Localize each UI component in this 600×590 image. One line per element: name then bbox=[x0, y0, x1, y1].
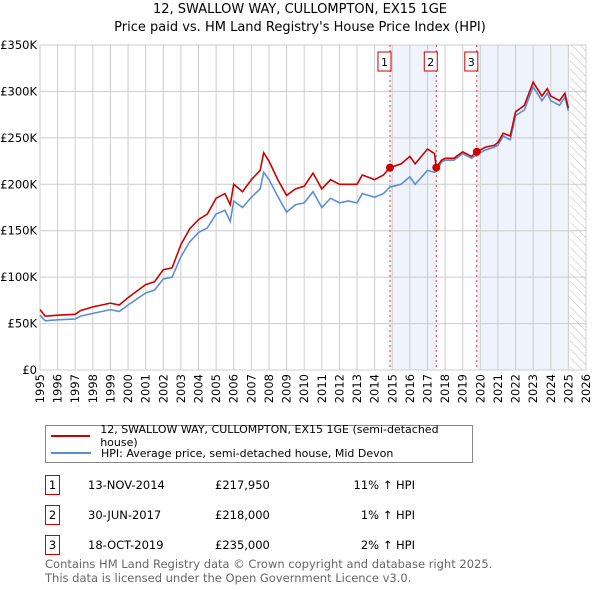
x-tick-label: 2013 bbox=[350, 374, 364, 403]
footer: Contains HM Land Registry data © Crown c… bbox=[45, 557, 492, 585]
transaction-badge: 2 bbox=[45, 505, 60, 525]
y-tick-label: £200K bbox=[0, 177, 37, 191]
transaction-hpi: 2% ↑ HPI bbox=[360, 538, 415, 552]
forecast-hatch bbox=[570, 45, 586, 370]
x-tick-label: 2010 bbox=[297, 374, 311, 403]
x-tick-label: 2006 bbox=[227, 374, 241, 403]
x-tick-label: 2005 bbox=[209, 374, 223, 403]
x-tick-label: 2002 bbox=[156, 374, 170, 403]
transaction-date: 18-OCT-2019 bbox=[88, 538, 164, 552]
legend-red-line bbox=[51, 435, 91, 437]
transaction-date: 13-NOV-2014 bbox=[88, 478, 165, 492]
x-tick-label: 1998 bbox=[86, 374, 100, 403]
x-tick-label: 2016 bbox=[403, 374, 417, 403]
x-tick-label: 2019 bbox=[456, 374, 470, 403]
x-tick-label: 2018 bbox=[438, 374, 452, 403]
sale-point bbox=[432, 163, 441, 172]
x-tick-label: 2015 bbox=[385, 374, 399, 403]
x-tick-label: 2026 bbox=[579, 374, 593, 403]
x-tick-label: 2001 bbox=[139, 374, 153, 403]
x-tick-label: 2008 bbox=[262, 374, 276, 403]
transaction-price: £217,950 bbox=[215, 478, 270, 492]
series-line bbox=[39, 80, 570, 317]
x-tick-label: 2024 bbox=[544, 374, 558, 403]
y-tick-label: £150K bbox=[0, 224, 37, 238]
x-tick-label: 2021 bbox=[491, 374, 505, 403]
legend-red-label: 12, SWALLOW WAY, CULLOMPTON, EX15 1GE (s… bbox=[100, 423, 439, 449]
transaction-row: 2 30-JUN-2017 £218,000 1% ↑ HPI bbox=[45, 505, 445, 525]
sale-point bbox=[385, 163, 394, 172]
x-tick-label: 1997 bbox=[68, 374, 82, 403]
transaction-row: 3 18-OCT-2019 £235,000 2% ↑ HPI bbox=[45, 535, 445, 555]
x-tick-label: 2020 bbox=[473, 374, 487, 403]
chart-subtitle: Price paid vs. HM Land Registry's House … bbox=[114, 20, 486, 35]
x-tick-label: 2025 bbox=[561, 374, 575, 403]
x-tick-label: 2004 bbox=[192, 374, 206, 403]
y-tick-label: £350K bbox=[0, 38, 37, 52]
transaction-hpi: 1% ↑ HPI bbox=[360, 508, 415, 522]
y-tick-label: £100K bbox=[0, 270, 37, 284]
transaction-date: 30-JUN-2017 bbox=[88, 508, 162, 522]
y-tick-label: £250K bbox=[0, 131, 37, 145]
x-tick-label: 2017 bbox=[420, 374, 434, 403]
legend: 12, SWALLOW WAY, CULLOMPTON, EX15 1GE (s… bbox=[45, 423, 473, 463]
shaded-period bbox=[476, 45, 569, 370]
y-tick-label: £300K bbox=[0, 84, 37, 98]
sale-badge bbox=[377, 51, 392, 72]
x-tick-label: 2000 bbox=[121, 374, 135, 403]
plot-frame bbox=[39, 44, 587, 371]
transaction-price: £235,000 bbox=[215, 538, 270, 552]
x-tick-label: 1996 bbox=[51, 374, 65, 403]
legend-blue-label: HPI: Average price, semi-detached house,… bbox=[101, 446, 394, 460]
x-tick-label: 2023 bbox=[526, 374, 540, 403]
footer-line-1: Contains HM Land Registry data © Crown c… bbox=[45, 557, 493, 571]
price-chart: 1995 1996 1997 1998 1999 2000 2001 2002 2003 2004… bbox=[0, 38, 593, 403]
y-tick-label: £0 bbox=[22, 363, 37, 377]
sale-badge-label: 3 bbox=[468, 56, 475, 69]
x-tick-label: 2009 bbox=[280, 374, 294, 403]
shaded-period bbox=[389, 45, 437, 370]
x-tick-label: 2003 bbox=[174, 374, 188, 403]
x-tick-label: 1995 bbox=[33, 374, 47, 403]
sale-point bbox=[472, 147, 481, 156]
x-tick-label: 2007 bbox=[244, 374, 258, 403]
sale-badge bbox=[464, 51, 479, 72]
y-tick-label: £50K bbox=[8, 317, 38, 331]
transaction-hpi: 11% ↑ HPI bbox=[353, 478, 415, 492]
x-tick-label: 2022 bbox=[509, 374, 523, 403]
transaction-row: 1 13-NOV-2014 £217,950 11% ↑ HPI bbox=[45, 475, 445, 495]
x-tick-label: 2011 bbox=[315, 374, 329, 403]
sale-badge-label: 1 bbox=[381, 56, 388, 69]
sale-badge-label: 2 bbox=[427, 56, 434, 69]
series-line bbox=[39, 85, 570, 322]
x-tick-label: 2012 bbox=[332, 374, 346, 403]
transaction-badge: 1 bbox=[45, 475, 60, 495]
legend-blue-line bbox=[51, 452, 91, 454]
transaction-badge: 3 bbox=[45, 535, 60, 555]
footer-line-2: This data is licensed under the Open Gov… bbox=[45, 571, 412, 585]
x-tick-label: 2014 bbox=[368, 374, 382, 403]
transaction-price: £218,000 bbox=[215, 508, 270, 522]
sale-badge bbox=[423, 51, 438, 72]
chart-title: 12, SWALLOW WAY, CULLOMPTON, EX15 1GE bbox=[153, 2, 447, 17]
x-tick-label: 1999 bbox=[103, 374, 117, 403]
